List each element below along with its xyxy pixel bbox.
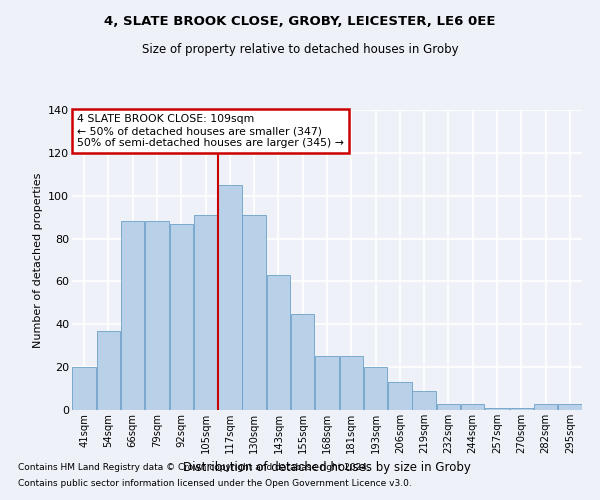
Bar (437, 404, 460, 410)
Bar (461, 404, 484, 410)
Text: Contains public sector information licensed under the Open Government Licence v3: Contains public sector information licen… (18, 478, 412, 488)
Bar (242, 215, 266, 410)
Bar (388, 382, 412, 410)
Bar (364, 367, 388, 410)
Bar (218, 185, 242, 410)
Bar (485, 408, 509, 410)
Bar (509, 408, 533, 410)
Bar (558, 404, 581, 410)
Bar (291, 314, 314, 410)
Text: Contains HM Land Registry data © Crown copyright and database right 2024.: Contains HM Land Registry data © Crown c… (18, 464, 370, 472)
Bar (73, 367, 96, 410)
Bar (412, 390, 436, 410)
Bar (145, 222, 169, 410)
Bar (534, 404, 557, 410)
Bar (97, 330, 120, 410)
Text: 4, SLATE BROOK CLOSE, GROBY, LEICESTER, LE6 0EE: 4, SLATE BROOK CLOSE, GROBY, LEICESTER, … (104, 15, 496, 28)
Bar (170, 224, 193, 410)
Bar (121, 222, 145, 410)
Text: Size of property relative to detached houses in Groby: Size of property relative to detached ho… (142, 42, 458, 56)
X-axis label: Distribution of detached houses by size in Groby: Distribution of detached houses by size … (183, 462, 471, 474)
Bar (340, 356, 363, 410)
Text: 4 SLATE BROOK CLOSE: 109sqm
← 50% of detached houses are smaller (347)
50% of se: 4 SLATE BROOK CLOSE: 109sqm ← 50% of det… (77, 114, 344, 148)
Bar (315, 356, 339, 410)
Bar (194, 215, 217, 410)
Y-axis label: Number of detached properties: Number of detached properties (32, 172, 43, 348)
Bar (266, 275, 290, 410)
